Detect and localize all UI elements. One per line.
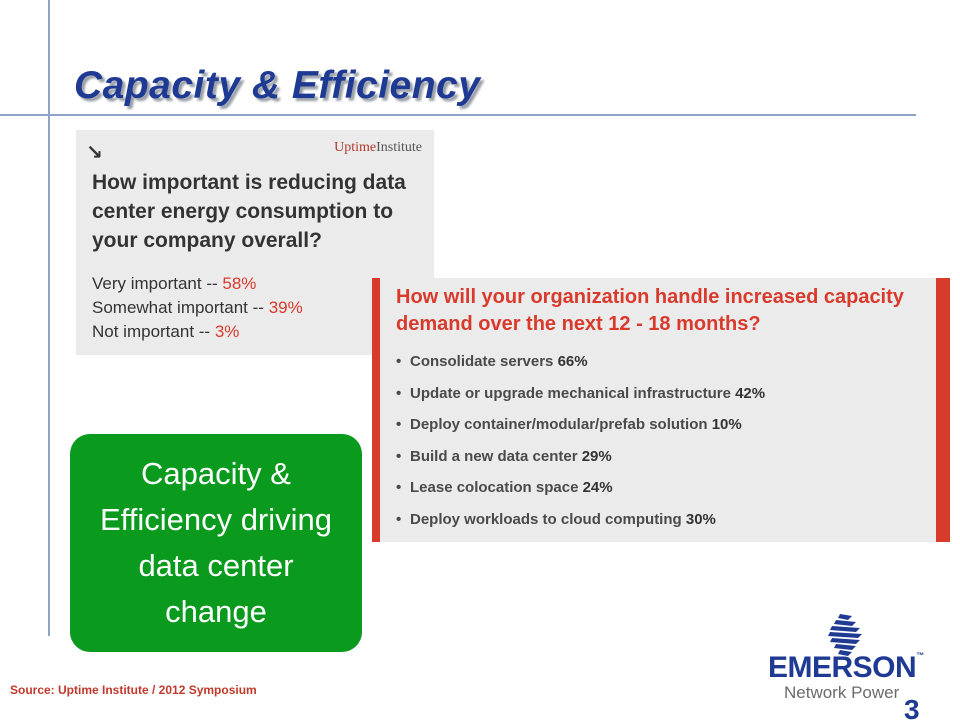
slide-title: Capacity & Efficiency [74,64,481,107]
emerson-wordmark: EMERSON™ [768,651,924,684]
uptime-question: How important is reducing data center en… [92,171,406,252]
capacity-question: How will your organization handle increa… [396,286,904,335]
capacity-list: • Consolidate servers 66% • Update or upgr… [396,346,936,535]
capacity-survey-body: How will your organization handle increa… [380,278,936,542]
page-number: 3 [904,694,920,725]
emerson-subtitle: Network Power [784,683,900,702]
list-item: • Lease colocation space 24% [396,479,613,496]
list-item: • Consolidate servers 66% [396,353,588,370]
uptime-answers: Very important -- 58% Somewhat important… [92,272,422,344]
callout-box: Capacity & Efficiency driving data cente… [70,434,362,652]
list-item: • Deploy container/modular/prefab solutio… [396,416,742,433]
vertical-rule [48,0,50,636]
list-item: • Build a new data center 29% [396,447,612,465]
source-note: Source: Uptime Institute / 2012 Symposiu… [10,683,257,697]
capacity-survey-panel: How will your organization handle increa… [372,278,950,542]
list-item: • Deploy workloads to cloud computing 30% [396,510,716,528]
answer-row: Somewhat important -- 39% [92,298,303,317]
callout-text: Capacity & Efficiency driving data cente… [99,456,333,629]
uptime-survey-panel: ↘ UptimeInstitute How important is reduc… [76,130,434,355]
answer-row: Not important -- 3% [92,322,240,341]
uptime-institute-logo: UptimeInstitute [334,140,422,155]
title-rule [0,114,916,116]
answer-row: Very important -- 58% [92,274,257,293]
arrow-down-right-icon: ↘ [86,142,103,164]
list-item: • Update or upgrade mechanical infrastruc… [396,384,766,402]
emerson-logo-icon [828,614,862,656]
